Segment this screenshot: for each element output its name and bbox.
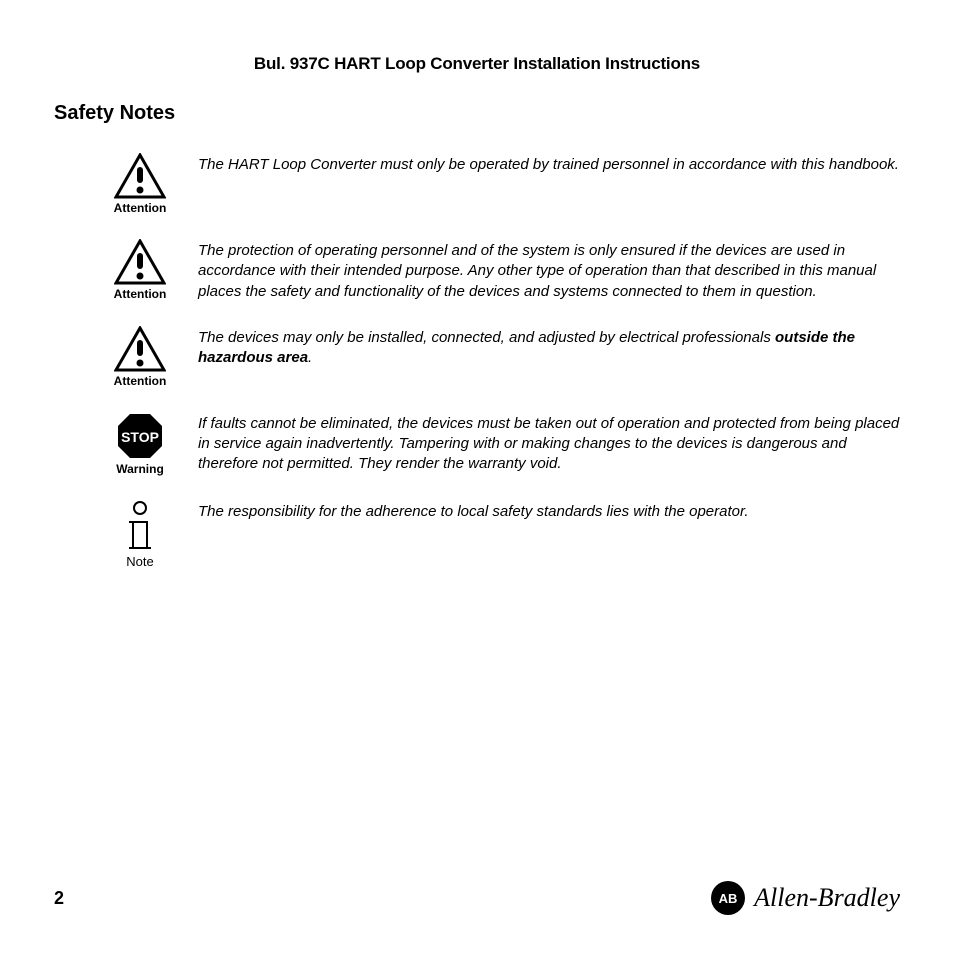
brand-logo-icon: AB (710, 880, 746, 916)
document-header-title: Bul. 937C HART Loop Converter Installati… (54, 54, 900, 74)
note-text: If faults cannot be eliminated, the devi… (176, 412, 900, 475)
stop-icon: STOP (116, 412, 164, 460)
attention-icon (114, 239, 166, 285)
safety-note-row: Attention The HART Loop Converter must o… (54, 153, 900, 215)
icon-label: Attention (104, 287, 176, 301)
icon-column: Attention (104, 153, 176, 215)
safety-note-row: STOP Warning If faults cannot be elimina… (54, 412, 900, 476)
note-icon (125, 500, 155, 552)
icon-column: Attention (104, 326, 176, 388)
icon-column: Note (104, 500, 176, 569)
icon-label: Note (104, 554, 176, 569)
page-number: 2 (54, 888, 64, 909)
attention-icon (114, 153, 166, 199)
icon-column: STOP Warning (104, 412, 176, 476)
page-footer: 2 AB Allen-Bradley (54, 880, 900, 916)
icon-label: Warning (104, 462, 176, 476)
icon-label: Attention (104, 374, 176, 388)
brand-name: Allen-Bradley (754, 883, 900, 913)
note-text: The responsibility for the adherence to … (176, 500, 900, 522)
section-title: Safety Notes (54, 102, 900, 125)
icon-label: Attention (104, 201, 176, 215)
note-text: The devices may only be installed, conne… (176, 326, 900, 369)
safety-note-row: Attention The devices may only be instal… (54, 326, 900, 388)
svg-text:STOP: STOP (121, 429, 159, 445)
note-text: The HART Loop Converter must only be ope… (176, 153, 900, 175)
safety-note-row: Note The responsibility for the adherenc… (54, 500, 900, 569)
icon-column: Attention (104, 239, 176, 301)
note-text-pre: The devices may only be installed, conne… (198, 329, 775, 346)
safety-note-row: Attention The protection of operating pe… (54, 239, 900, 302)
note-text-post: . (308, 349, 312, 366)
brand-container: AB Allen-Bradley (710, 880, 900, 916)
attention-icon (114, 326, 166, 372)
svg-text:AB: AB (719, 891, 738, 906)
note-text: The protection of operating personnel an… (176, 239, 900, 302)
